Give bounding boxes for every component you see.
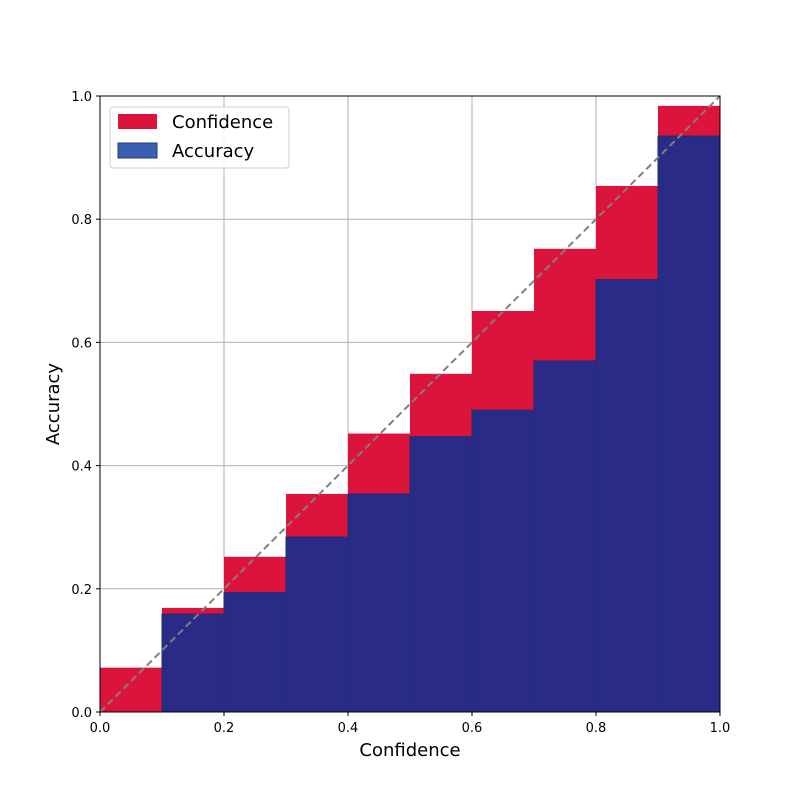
y-tick-label-3: 0.6 (71, 336, 92, 351)
reference-line-group (99, 95, 721, 713)
plot-frame (99, 95, 721, 713)
accuracy-bar-3 (285, 536, 349, 713)
x-tick-label-5: 1.0 (710, 721, 731, 736)
accuracy-bar-4 (347, 493, 411, 713)
accuracy-bar-2 (223, 591, 287, 713)
accuracy-bar-5 (409, 436, 473, 713)
legend: Confidence Accuracy (109, 106, 290, 169)
reference-diagonal-line (99, 95, 721, 713)
accuracy-bar-1 (161, 613, 225, 713)
x-tick-label-3: 0.6 (462, 721, 483, 736)
legend-swatch-accuracy (117, 142, 158, 159)
y-axis-title: Accuracy (43, 363, 64, 446)
accuracy-bar-9 (657, 135, 721, 713)
legend-label-accuracy: Accuracy (172, 141, 255, 162)
y-tick-label-4: 0.8 (71, 213, 92, 228)
accuracy-bar-6 (471, 409, 535, 713)
confidence-bar-0 (100, 667, 162, 712)
x-tick-label-1: 0.2 (214, 721, 235, 736)
axis-ticks: 0.0 0.2 0.4 0.6 0.8 1.0 0.0 0.2 0.4 0.6 0.8 1.0 (71, 90, 730, 736)
x-axis-title: Confidence (359, 740, 460, 761)
legend-label-confidence: Confidence (172, 112, 273, 133)
y-tick-label-5: 1.0 (71, 90, 92, 105)
y-tick-label-0: 0.0 (71, 706, 92, 721)
y-tick-label-2: 0.4 (71, 460, 92, 475)
accuracy-bars (161, 135, 721, 713)
x-tick-label-2: 0.4 (338, 721, 359, 736)
y-tick-label-1: 0.2 (71, 583, 92, 598)
accuracy-bar-8 (595, 279, 659, 713)
x-tick-label-0: 0.0 (90, 721, 111, 736)
legend-swatch-confidence (118, 114, 157, 129)
accuracy-bar-7 (533, 360, 597, 713)
x-tick-label-4: 0.8 (586, 721, 607, 736)
